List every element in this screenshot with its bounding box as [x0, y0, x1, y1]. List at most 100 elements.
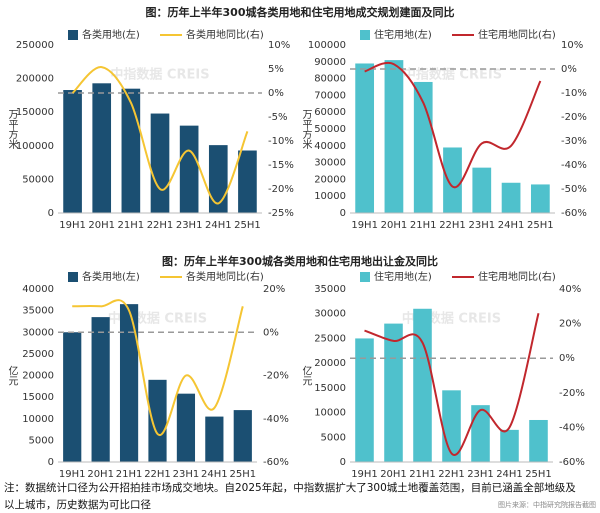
- bar: [233, 410, 252, 462]
- x-tick-label: 25H1: [229, 469, 256, 480]
- x-tick-label: 19H1: [59, 469, 86, 480]
- x-tick-label: 25H1: [527, 220, 554, 231]
- x-tick-label: 25H1: [234, 220, 261, 231]
- x-tick-label: 19H1: [59, 220, 86, 231]
- bar: [208, 145, 228, 213]
- y2-tick-label: -20%: [263, 371, 289, 382]
- line: [364, 312, 540, 456]
- y2-tick-label: -25%: [268, 208, 294, 219]
- y2-tick-label: -50%: [561, 184, 587, 195]
- y-tick-label: 20000: [314, 358, 346, 369]
- y-tick-label: 40000: [22, 284, 54, 295]
- legend-label: 住宅用地同比(右): [478, 28, 556, 41]
- y-tick-label: 60000: [314, 107, 346, 118]
- legend-label: 住宅用地(左): [374, 270, 432, 283]
- y2-tick-label: -10%: [268, 136, 294, 147]
- note-line: 以上城市，历史数据为可比口径: [4, 498, 151, 511]
- y-tick-label: 50000: [22, 174, 54, 185]
- legend-swatch: [360, 272, 370, 282]
- y-tick-label: 0: [340, 457, 346, 468]
- y-tick-label: 0: [340, 208, 346, 219]
- y-tick-label: 30000: [22, 327, 54, 338]
- y-tick-label: 35000: [22, 306, 54, 317]
- y2-tick-label: 10%: [268, 40, 290, 51]
- bar: [150, 113, 170, 213]
- bar: [63, 332, 82, 462]
- x-tick-label: 20H1: [381, 220, 408, 231]
- legend-swatch: [360, 30, 370, 40]
- x-tick-label: 24H1: [201, 469, 228, 480]
- bar: [501, 182, 521, 213]
- source: 图片来源：中指研究院报告截图: [498, 500, 596, 509]
- x-tick-label: 25H1: [525, 469, 552, 480]
- y2-tick-label: -40%: [561, 160, 587, 171]
- y2-tick-label: -60%: [263, 457, 289, 468]
- legend-label: 住宅用地(左): [374, 28, 432, 41]
- bar: [92, 83, 112, 213]
- y-tick-label: 50000: [314, 124, 346, 135]
- bar: [384, 323, 403, 462]
- bar: [121, 88, 141, 213]
- bar: [176, 393, 196, 462]
- y2-tick-label: -20%: [559, 388, 585, 399]
- y-tick-label: 0: [48, 208, 54, 219]
- y-tick-label: 25000: [314, 333, 346, 344]
- x-tick-label: 22H1: [439, 220, 466, 231]
- y2-tick-label: -10%: [561, 88, 587, 99]
- y2-tick-label: -40%: [559, 422, 585, 433]
- y-tick-label: 0: [48, 457, 54, 468]
- y-tick-label: 100000: [16, 141, 54, 152]
- y2-tick-label: -60%: [559, 457, 585, 468]
- x-tick-label: 22H1: [438, 469, 465, 480]
- legend-label: 各类用地同比(右): [186, 270, 264, 283]
- watermark: 中指数据 CREIS: [403, 67, 502, 83]
- bar: [355, 63, 375, 214]
- x-tick-label: 23H1: [173, 469, 200, 480]
- bar: [148, 379, 167, 462]
- y-axis-label: 万平方米: [300, 109, 312, 150]
- y-tick-label: 5000: [321, 432, 346, 443]
- bar: [119, 304, 139, 462]
- figure-title: 图：历年上半年300城各类用地和住宅用地成交规划建面及同比: [146, 5, 455, 19]
- legend-swatch: [68, 272, 78, 282]
- x-tick-label: 24H1: [496, 469, 523, 480]
- y-tick-label: 35000: [314, 284, 346, 295]
- y-tick-label: 40000: [314, 141, 346, 152]
- x-tick-label: 22H1: [144, 469, 171, 480]
- y-axis-label: 亿元: [6, 364, 18, 385]
- y-tick-label: 20000: [314, 174, 346, 185]
- y2-tick-label: 0%: [559, 353, 575, 364]
- note-line: 注：数据统计口径为公开招拍挂市场成交地块。自2025年起，中指数据扩大了300城…: [4, 481, 576, 494]
- x-tick-label: 24H1: [205, 220, 232, 231]
- y2-tick-label: 20%: [263, 284, 285, 295]
- legend-label: 各类用地同比(右): [186, 28, 264, 41]
- bar: [443, 147, 462, 213]
- y-tick-label: 5000: [29, 435, 54, 446]
- x-tick-label: 22H1: [147, 220, 174, 231]
- x-tick-label: 19H1: [351, 220, 378, 231]
- y2-tick-label: -30%: [561, 136, 587, 147]
- y2-tick-label: -15%: [268, 160, 294, 171]
- bar: [413, 308, 432, 462]
- y-tick-label: 30000: [314, 158, 346, 169]
- line: [364, 61, 542, 189]
- y-tick-label: 80000: [314, 74, 346, 85]
- line: [71, 66, 249, 205]
- y-tick-label: 10000: [314, 191, 346, 202]
- bar: [529, 419, 548, 462]
- bar: [384, 60, 404, 214]
- y2-tick-label: -20%: [268, 184, 294, 195]
- y-tick-label: 70000: [314, 90, 346, 101]
- y-tick-label: 25000: [22, 349, 54, 360]
- y-tick-label: 150000: [16, 107, 54, 118]
- x-tick-label: 20H1: [88, 220, 115, 231]
- y2-tick-label: -60%: [561, 208, 587, 219]
- y-axis-label: 亿元: [300, 364, 312, 385]
- bar: [530, 184, 550, 213]
- bar: [472, 167, 492, 213]
- bar: [355, 338, 374, 462]
- x-tick-label: 20H1: [380, 469, 407, 480]
- y2-tick-label: -5%: [268, 112, 287, 123]
- y-tick-label: 10000: [314, 408, 346, 419]
